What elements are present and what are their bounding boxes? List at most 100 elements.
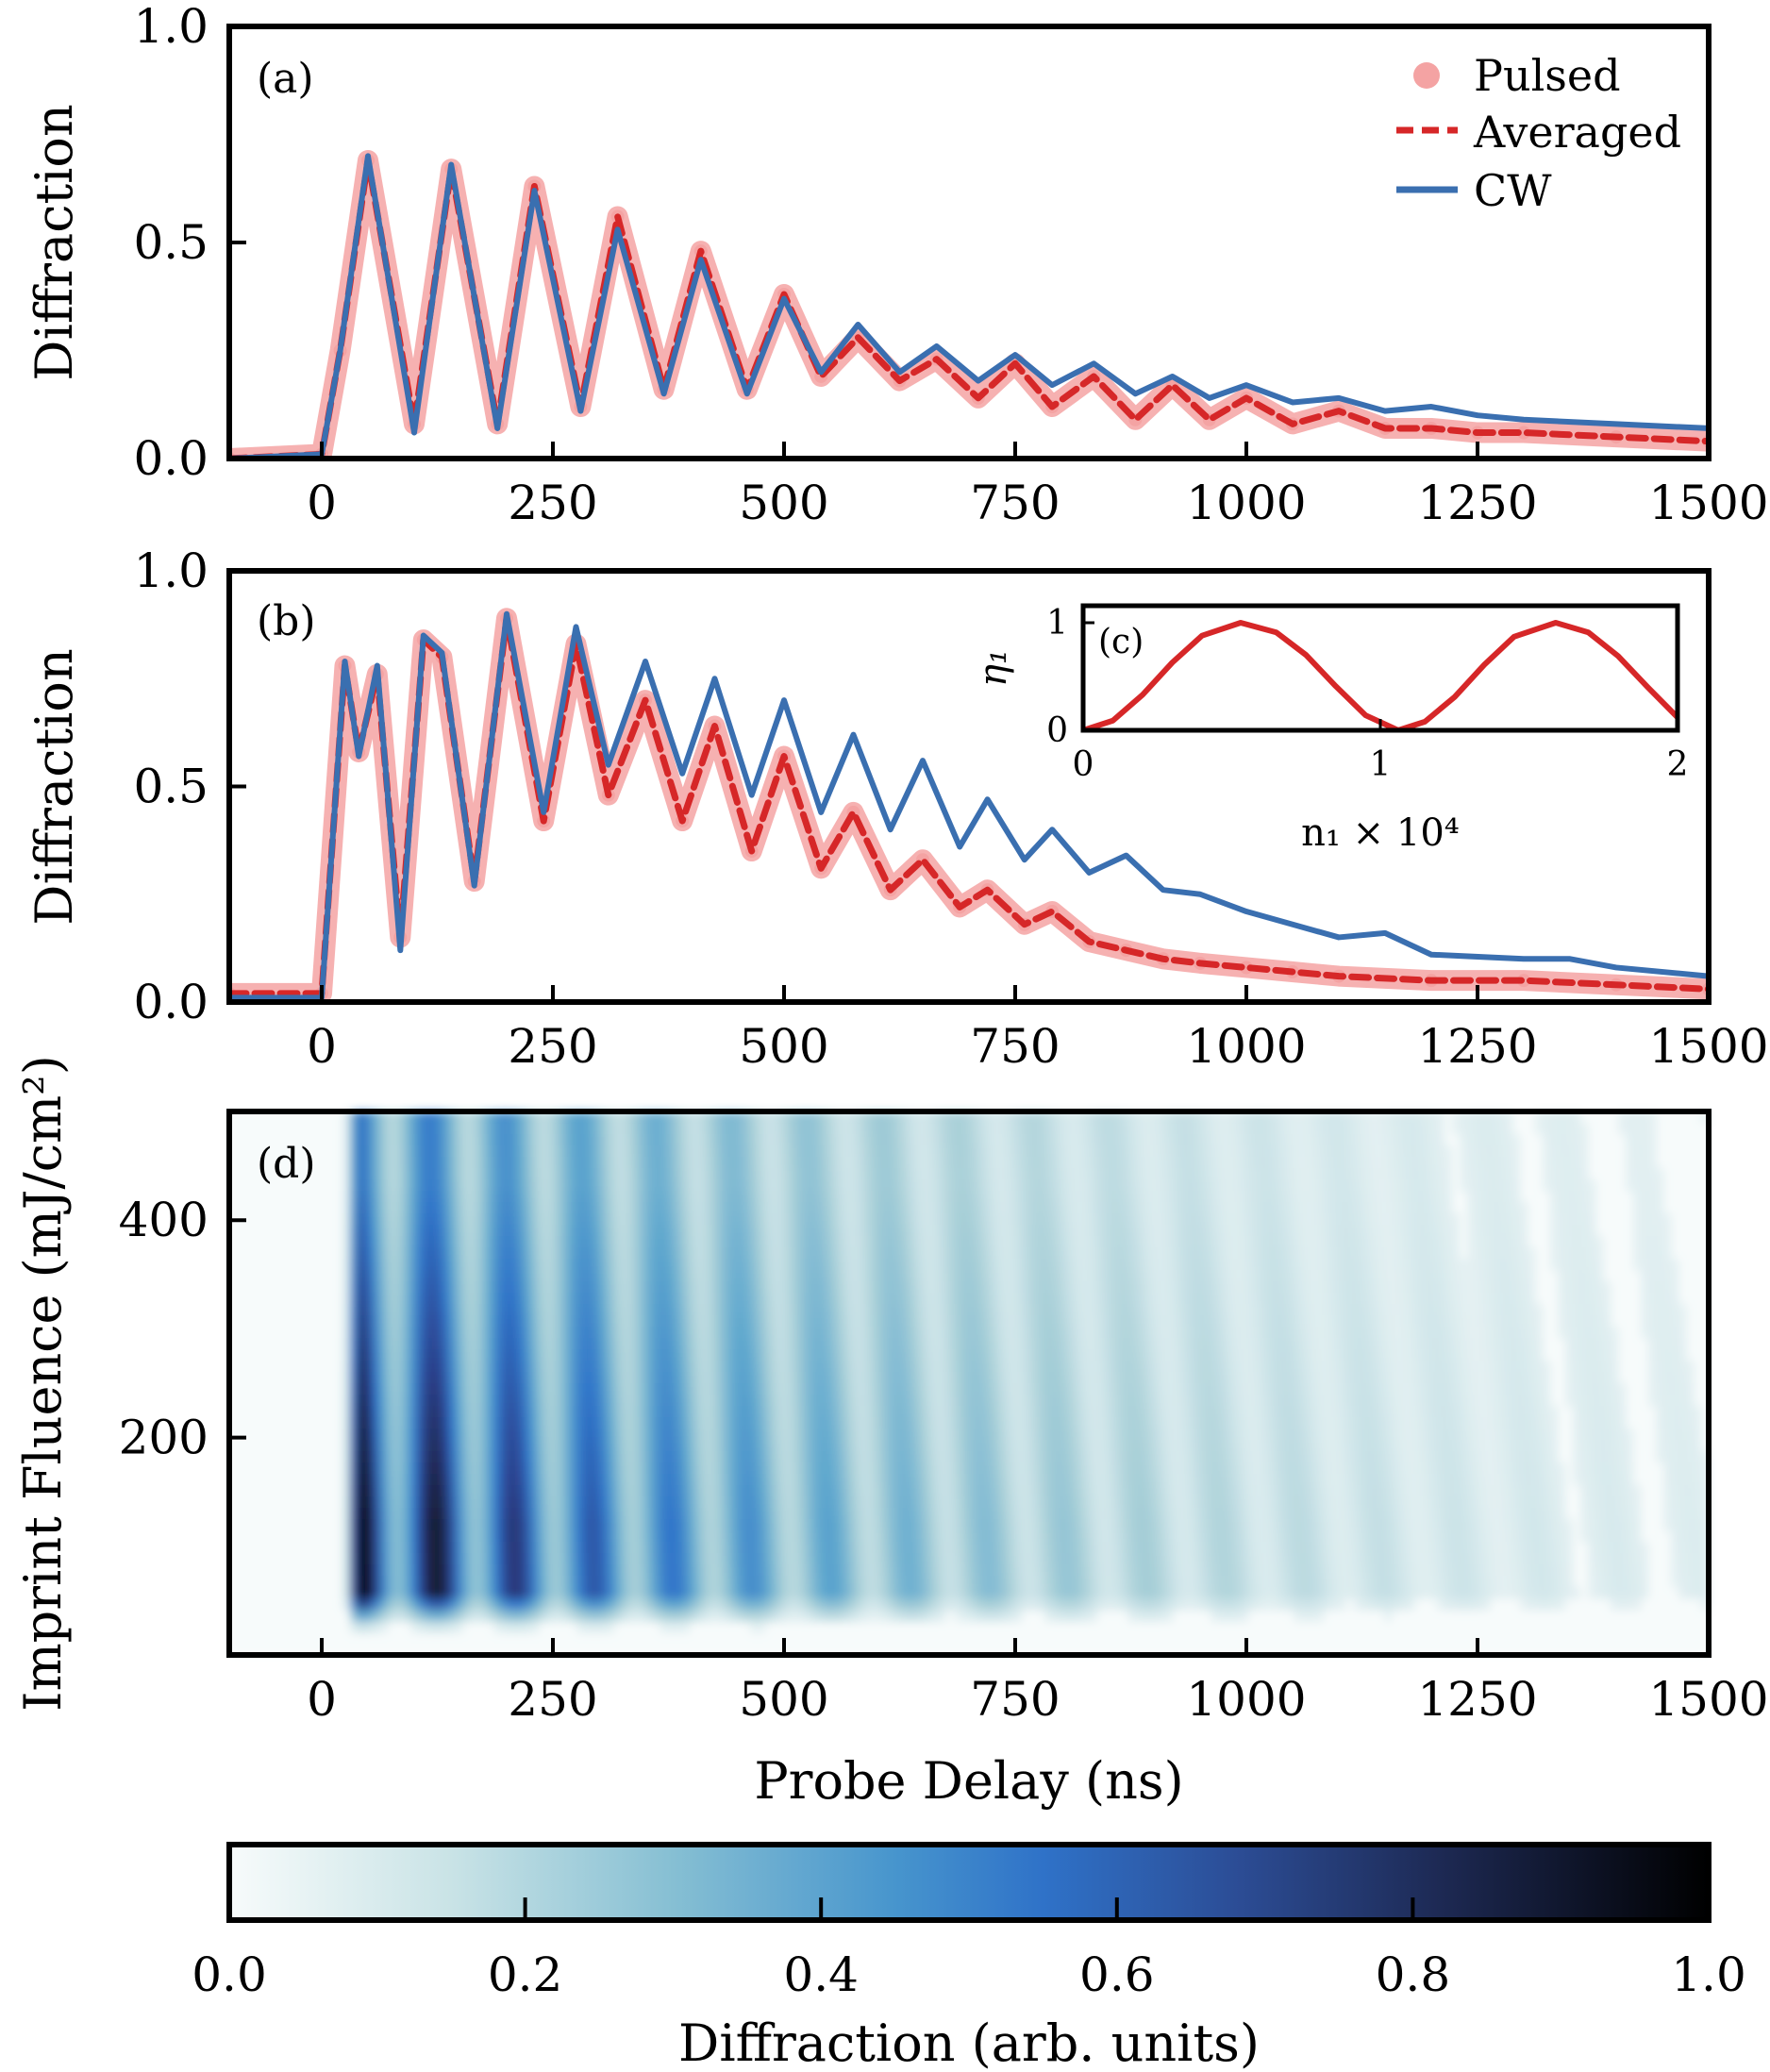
heatmap-cell [1248, 1225, 1257, 1237]
heatmap-cell [592, 1293, 600, 1305]
heatmap-cell [1082, 1383, 1091, 1395]
heatmap-cell [1112, 1213, 1121, 1226]
heatmap-cell [705, 1247, 713, 1260]
heatmap-cell [1294, 1395, 1302, 1407]
heatmap-cell [984, 1315, 993, 1328]
heatmap-cell [1150, 1361, 1159, 1373]
heatmap-cell [1286, 1202, 1294, 1214]
heatmap-cell [1022, 1168, 1030, 1180]
heatmap-cell [1195, 1213, 1204, 1226]
heatmap-cell [1211, 1383, 1219, 1395]
heatmap-cell [1573, 1157, 1581, 1169]
heatmap-cell [576, 1417, 585, 1429]
heatmap-cell [750, 1327, 759, 1339]
heatmap-cell [1467, 1406, 1476, 1418]
heatmap-cell [758, 1213, 766, 1226]
heatmap-cell [1324, 1145, 1332, 1158]
heatmap-cell [599, 1406, 608, 1418]
heatmap-cell [592, 1202, 600, 1214]
heatmap-cell [1490, 1270, 1498, 1282]
heatmap-cell [841, 1327, 849, 1339]
heatmap-cell [607, 1383, 615, 1395]
heatmap-cell [1648, 1247, 1657, 1260]
heatmap-cell [690, 1123, 698, 1135]
heatmap-cell [1573, 1259, 1581, 1271]
heatmap-cell [826, 1338, 834, 1350]
heatmap-cell [675, 1134, 683, 1146]
heatmap-cell [1460, 1383, 1468, 1395]
heatmap-cell [531, 1315, 540, 1328]
heatmap-cell [1573, 1338, 1581, 1350]
heatmap-cell [1633, 1145, 1642, 1158]
heatmap-cell [1037, 1281, 1045, 1294]
heatmap-cell [365, 1247, 374, 1260]
heatmap-cell [569, 1179, 577, 1192]
heatmap-cell [478, 1406, 487, 1418]
heatmap-cell [1286, 1157, 1294, 1169]
heatmap-cell [1444, 1383, 1453, 1395]
heatmap-cell [1648, 1383, 1657, 1395]
heatmap-cell [1203, 1157, 1211, 1169]
heatmap-cell [1105, 1145, 1113, 1158]
heatmap-cell [675, 1157, 683, 1169]
heatmap-cell [1656, 1225, 1664, 1237]
heatmap-cell [1294, 1247, 1302, 1260]
heatmap-cell [622, 1395, 630, 1407]
heatmap-cell [1377, 1202, 1385, 1214]
heatmap-cell [1354, 1383, 1362, 1395]
heatmap-cell [1060, 1191, 1068, 1203]
heatmap-cell [463, 1406, 472, 1418]
heatmap-cell [773, 1247, 781, 1260]
heatmap-cell [1158, 1315, 1166, 1328]
heatmap-cell [1497, 1134, 1506, 1146]
heatmap-cell [1316, 1327, 1325, 1339]
heatmap-cell [1188, 1270, 1196, 1282]
heatmap-cell [441, 1202, 449, 1214]
heatmap-cell [599, 1134, 608, 1146]
heatmap-cell [818, 1123, 827, 1135]
heatmap-cell [1150, 1191, 1159, 1203]
heatmap-cell [1444, 1304, 1453, 1316]
heatmap-cell [1392, 1315, 1400, 1328]
heatmap-cell [1218, 1304, 1227, 1316]
heatmap-cell [350, 1236, 359, 1248]
heatmap-cell [1241, 1417, 1249, 1429]
heatmap-cell [1180, 1395, 1189, 1407]
heatmap-cell [448, 1213, 457, 1226]
heatmap-cell [848, 1361, 857, 1373]
heatmap-cell [697, 1123, 706, 1135]
heatmap-cell [765, 1259, 774, 1271]
heatmap-cell [531, 1406, 540, 1418]
heatmap-cell [977, 1191, 985, 1203]
heatmap-cell [1588, 1361, 1596, 1373]
heatmap-cell [743, 1157, 751, 1169]
heatmap-cell [1558, 1293, 1566, 1305]
heatmap-cell [1233, 1259, 1242, 1271]
heatmap-cell [1346, 1315, 1355, 1328]
heatmap-cell [471, 1327, 479, 1339]
heatmap-cell [901, 1236, 910, 1248]
heatmap-cell [1452, 1406, 1461, 1418]
heatmap-cell [418, 1304, 426, 1316]
heatmap-cell [1520, 1338, 1528, 1350]
heatmap-cell [493, 1247, 502, 1260]
heatmap-cell [893, 1247, 902, 1260]
heatmap-cell [984, 1383, 993, 1395]
heatmap-cell [1467, 1327, 1476, 1339]
heatmap-cell [1248, 1168, 1257, 1180]
heatmap-cell [644, 1225, 653, 1237]
heatmap-cell [1022, 1134, 1030, 1146]
heatmap-cell [486, 1225, 494, 1237]
heatmap-cell [1060, 1406, 1068, 1418]
heatmap-cell [644, 1259, 653, 1271]
heatmap-cell [1286, 1111, 1294, 1124]
heatmap-cell [1075, 1304, 1083, 1316]
heatmap-cell [1618, 1406, 1627, 1418]
heatmap-cell [795, 1361, 804, 1373]
heatmap-cell [373, 1134, 381, 1146]
heatmap-cell [1120, 1225, 1128, 1237]
heatmap-cell [1331, 1270, 1340, 1282]
heatmap-cell [1014, 1304, 1023, 1316]
heatmap-cell [1656, 1406, 1664, 1418]
heatmap-cell [705, 1225, 713, 1237]
